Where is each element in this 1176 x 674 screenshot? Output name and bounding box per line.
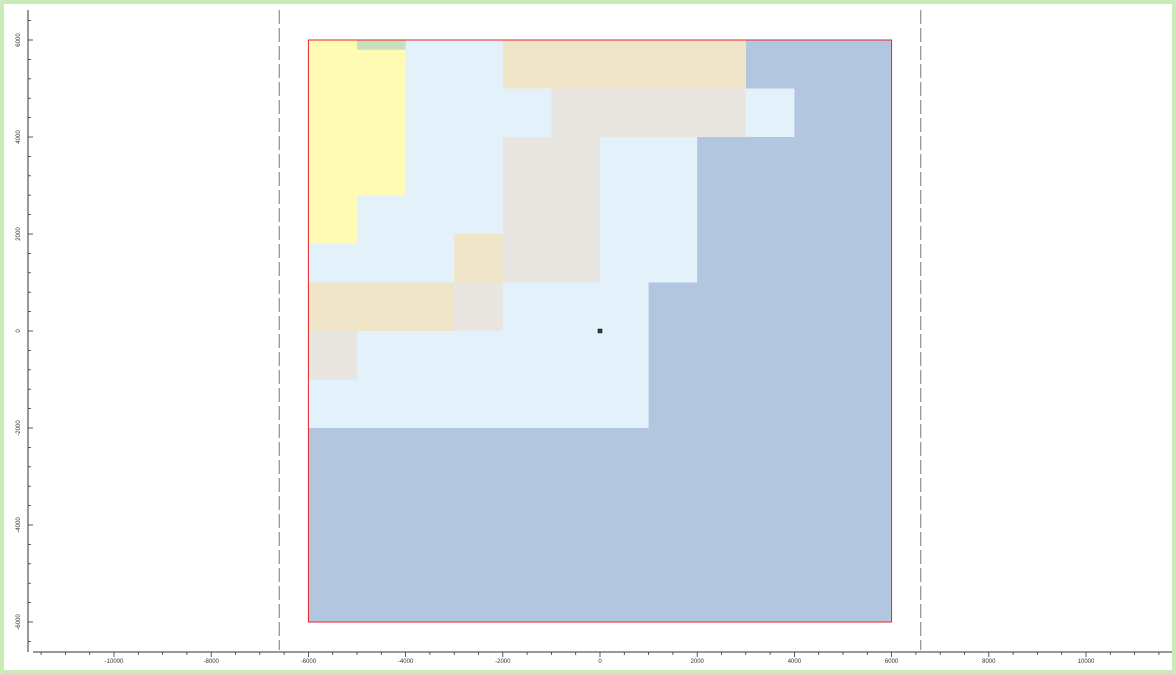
y-tick-label-3: 0 (16, 329, 22, 333)
region-light-gray-6 (308, 331, 357, 380)
x-tick-label-6: 2000 (691, 659, 705, 665)
y-tick-label-6: -6000 (16, 614, 22, 630)
y-tick-label-0: 6000 (16, 33, 22, 47)
x-tick-label-3: -4000 (398, 659, 414, 665)
region-light-gray-7 (454, 283, 503, 332)
x-tick-label-2: -6000 (301, 659, 317, 665)
x-tick-label-0: -10000 (105, 659, 124, 665)
y-tick-label-2: 2000 (16, 227, 22, 241)
region-tan-2 (308, 283, 454, 332)
y-tick-label-4: -2000 (16, 420, 22, 436)
x-tick-label-1: -8000 (204, 659, 220, 665)
y-tick-label-5: -4000 (16, 517, 22, 533)
x-axis: -10000 -8000 -6000 -4000 -2000 0 2000 4000 6000 8… (33, 652, 1172, 665)
region-tan-5 (503, 40, 746, 89)
region-light-gray-9 (551, 89, 745, 138)
plot-area (279, 10, 921, 650)
x-tick-label-10: 10000 (1078, 659, 1095, 665)
x-tick-label-8: 6000 (885, 659, 899, 665)
x-tick-label-4: -2000 (495, 659, 511, 665)
y-tick-label-1: 4000 (16, 130, 22, 144)
center-marker (598, 329, 602, 333)
x-tick-label-9: 8000 (982, 659, 996, 665)
region-light-gray-8 (503, 137, 600, 283)
region-green-sliver-10 (357, 40, 406, 50)
region-tan-3 (454, 234, 503, 283)
y-axis: 6000 4000 2000 0 -2000 -4000 -6000 (16, 10, 33, 652)
x-tick-label-5: 0 (598, 659, 602, 665)
x-tick-label-7: 4000 (788, 659, 802, 665)
